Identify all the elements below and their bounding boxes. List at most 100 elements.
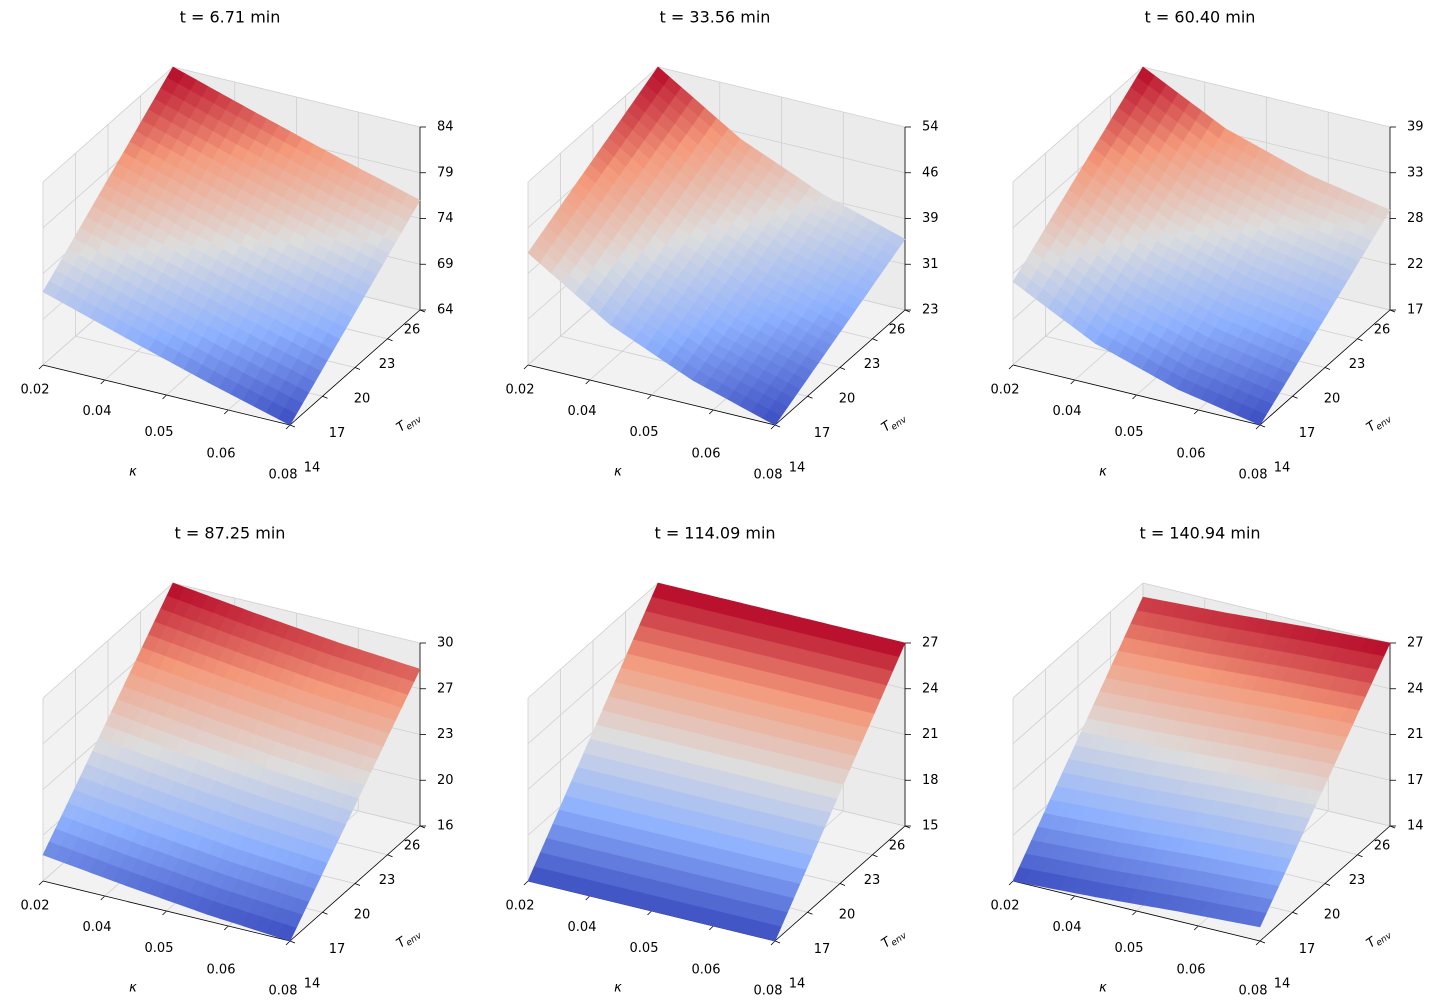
x-tick-label: 0.05 bbox=[1115, 941, 1144, 956]
z-tick-label: 31 bbox=[922, 257, 939, 272]
x-tick-label: 0.02 bbox=[991, 899, 1020, 914]
surface-patch bbox=[762, 923, 782, 942]
subplot-title: t = 6.71 min bbox=[180, 8, 281, 27]
tick-mark bbox=[647, 394, 652, 400]
tick-mark bbox=[1255, 424, 1261, 430]
x-tick-label: 0.04 bbox=[83, 920, 112, 935]
y-axis-label-sub: env bbox=[404, 414, 424, 432]
subplot: 0.02 0.04 0.05 0.06 0.08 14 17 20 23 26 23 31 39 46 54… bbox=[506, 8, 939, 483]
x-tick-label: 0.06 bbox=[692, 446, 721, 461]
subplot: 0.02 0.04 0.05 0.06 0.08 14 17 20 23 26 17 22 28 33 39… bbox=[991, 8, 1424, 483]
x-axis bbox=[527, 364, 776, 426]
z-tick-label: 18 bbox=[922, 773, 939, 788]
x-tick-label: 0.08 bbox=[754, 468, 783, 483]
z-tick-label: 27 bbox=[1407, 636, 1424, 651]
z-tick-label: 21 bbox=[922, 727, 939, 742]
z-tick-label: 14 bbox=[1407, 819, 1424, 834]
z-tick-label: 20 bbox=[437, 773, 454, 788]
y-tick-label: 14 bbox=[789, 977, 806, 992]
y-tick-label: 23 bbox=[1349, 873, 1366, 888]
z-tick-label: 15 bbox=[922, 819, 939, 834]
y-axis bbox=[774, 825, 906, 942]
tick-mark bbox=[1008, 364, 1014, 370]
y-axis bbox=[1259, 309, 1391, 426]
tick-mark bbox=[872, 854, 878, 858]
x-axis-label: κ bbox=[614, 465, 622, 480]
y-axis bbox=[1259, 825, 1391, 942]
x-tick-label: 0.04 bbox=[83, 404, 112, 419]
tick-mark bbox=[322, 395, 328, 399]
y-tick-label: 23 bbox=[864, 873, 881, 888]
y-tick-label: 14 bbox=[304, 977, 321, 992]
z-tick-label: 54 bbox=[922, 120, 939, 135]
y-tick-label: 26 bbox=[1374, 839, 1391, 854]
z-tick-label: 21 bbox=[1407, 727, 1424, 742]
subplot: 0.02 0.04 0.05 0.06 0.08 14 17 20 23 26 14 17 21 24 27… bbox=[991, 524, 1424, 999]
surface-patch bbox=[1247, 910, 1267, 928]
y-tick-label: 17 bbox=[814, 426, 831, 441]
y-tick-label: 26 bbox=[404, 839, 421, 854]
x-axis-label: κ bbox=[129, 981, 137, 996]
grid-line bbox=[172, 66, 421, 128]
tick-mark bbox=[1255, 940, 1261, 946]
x-tick-label: 0.04 bbox=[1053, 920, 1082, 935]
x-tick-label: 0.04 bbox=[1053, 404, 1082, 419]
tick-mark bbox=[289, 424, 296, 428]
y-tick-label: 20 bbox=[1324, 392, 1341, 407]
y-axis-label: Tenv bbox=[394, 408, 424, 436]
x-tick-label: 0.02 bbox=[21, 899, 50, 914]
tick-mark bbox=[162, 910, 167, 916]
z-tick-label: 64 bbox=[437, 303, 454, 318]
z-tick-label: 16 bbox=[437, 819, 454, 834]
y-axis-label: Tenv bbox=[879, 408, 909, 436]
subplot: 0.02 0.04 0.05 0.06 0.08 14 17 20 23 26 64 69 74 79 84… bbox=[21, 8, 454, 483]
grid-line bbox=[657, 66, 906, 128]
grid-line bbox=[1142, 582, 1391, 644]
tick-mark bbox=[387, 854, 393, 858]
tick-mark bbox=[585, 895, 591, 901]
x-tick-label: 0.05 bbox=[630, 941, 659, 956]
tick-mark bbox=[774, 424, 781, 428]
tick-mark bbox=[1070, 895, 1076, 901]
tick-mark bbox=[585, 379, 591, 385]
tick-mark bbox=[38, 880, 44, 886]
y-axis-label-sub: env bbox=[1374, 414, 1394, 432]
y-axis-label-sub: env bbox=[1374, 930, 1394, 948]
grid-line bbox=[527, 66, 659, 183]
tick-mark bbox=[647, 910, 652, 916]
tick-mark bbox=[807, 911, 813, 915]
z-tick-label: 39 bbox=[1407, 120, 1424, 135]
tick-mark bbox=[1357, 338, 1363, 342]
x-tick-label: 0.04 bbox=[568, 920, 597, 935]
subplot-title: t = 87.25 min bbox=[175, 524, 286, 543]
x-tick-label: 0.08 bbox=[269, 984, 298, 999]
subplot-title: t = 33.56 min bbox=[660, 8, 771, 27]
x-axis bbox=[1012, 364, 1261, 426]
x-axis-label: κ bbox=[614, 981, 622, 996]
x-axis bbox=[42, 364, 291, 426]
y-tick-label: 20 bbox=[354, 908, 371, 923]
grid-line bbox=[1012, 66, 1144, 183]
x-tick-label: 0.08 bbox=[754, 984, 783, 999]
y-tick-label: 14 bbox=[304, 461, 321, 476]
z-tick-label: 24 bbox=[922, 681, 939, 696]
y-axis-label: Tenv bbox=[394, 924, 424, 952]
y-tick-label: 20 bbox=[354, 392, 371, 407]
x-tick-label: 0.05 bbox=[145, 941, 174, 956]
tick-mark bbox=[839, 367, 846, 370]
x-tick-label: 0.06 bbox=[692, 962, 721, 977]
z-tick-label: 17 bbox=[1407, 303, 1424, 318]
grid-line bbox=[42, 582, 174, 699]
tick-mark bbox=[1357, 854, 1363, 858]
tick-mark bbox=[1008, 880, 1014, 886]
x-tick-label: 0.02 bbox=[506, 383, 535, 398]
z-tick-label: 27 bbox=[437, 681, 454, 696]
subplot-title: t = 114.09 min bbox=[654, 524, 775, 543]
tick-mark bbox=[872, 338, 878, 342]
z-tick-label: 74 bbox=[437, 211, 454, 226]
tick-mark bbox=[807, 395, 813, 399]
grid-line bbox=[527, 582, 659, 699]
x-tick-label: 0.04 bbox=[568, 404, 597, 419]
x-tick-label: 0.02 bbox=[21, 383, 50, 398]
